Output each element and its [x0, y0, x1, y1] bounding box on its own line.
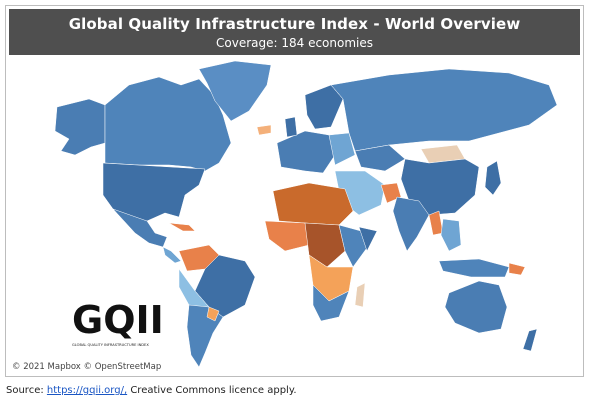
map-attribution: © 2021 Mapbox © OpenStreetMap — [12, 362, 162, 372]
papua-new-guinea — [508, 262, 526, 276]
header: Global Quality Infrastructure Index - Wo… — [9, 9, 580, 55]
madagascar — [354, 282, 366, 308]
subtitle: Coverage: 184 economies — [216, 36, 373, 50]
japan-korea — [484, 160, 502, 196]
caribbean — [168, 222, 196, 232]
source-label: Source: — [6, 385, 47, 396]
central-africa — [304, 222, 346, 268]
dashboard: Global Quality Infrastructure Index - Wo… — [5, 5, 584, 377]
india — [392, 196, 430, 252]
afghanistan — [380, 182, 402, 204]
south-africa — [312, 284, 350, 322]
logo: GQII GLOBAL QUALITY INFRASTRUCTURE INDEX — [72, 298, 164, 347]
source-line: Source: https://gqii.org/, Creative Comm… — [6, 385, 297, 396]
logo-text: GQII — [72, 298, 164, 342]
central-america — [162, 246, 182, 264]
alaska — [54, 98, 106, 156]
china — [400, 158, 480, 216]
source-note: Creative Commons licence apply. — [127, 385, 297, 396]
greenland — [198, 60, 272, 122]
southeast-asia — [440, 218, 462, 252]
title: Global Quality Infrastructure Index - Wo… — [68, 15, 521, 33]
new-zealand — [522, 328, 538, 352]
east-africa — [338, 224, 370, 268]
kazakhstan — [354, 144, 406, 172]
paraguay — [206, 306, 220, 322]
usa — [102, 162, 206, 222]
australia — [444, 280, 508, 334]
western-europe — [276, 130, 336, 174]
west-africa — [264, 220, 310, 252]
north-africa — [272, 182, 354, 226]
logo-tagline: GLOBAL QUALITY INFRASTRUCTURE INDEX — [72, 343, 149, 347]
russia — [330, 68, 558, 152]
uk — [284, 116, 298, 138]
iceland — [256, 124, 272, 136]
horn-of-africa — [358, 226, 378, 252]
myanmar — [428, 210, 444, 236]
indonesia — [438, 258, 510, 278]
mexico — [112, 208, 168, 248]
source-link[interactable]: https://gqii.org/, — [46, 385, 128, 396]
world-map: GQII GLOBAL QUALITY INFRASTRUCTURE INDEX — [54, 60, 558, 368]
eastern-europe — [328, 132, 356, 166]
